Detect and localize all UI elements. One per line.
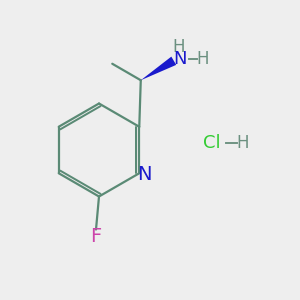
Text: N: N	[137, 165, 152, 184]
Text: Cl: Cl	[203, 134, 220, 152]
Text: N: N	[174, 50, 187, 68]
Polygon shape	[141, 57, 176, 80]
Text: F: F	[90, 227, 102, 247]
Text: H: H	[196, 50, 208, 68]
Text: H: H	[237, 134, 249, 152]
Text: H: H	[172, 38, 185, 56]
